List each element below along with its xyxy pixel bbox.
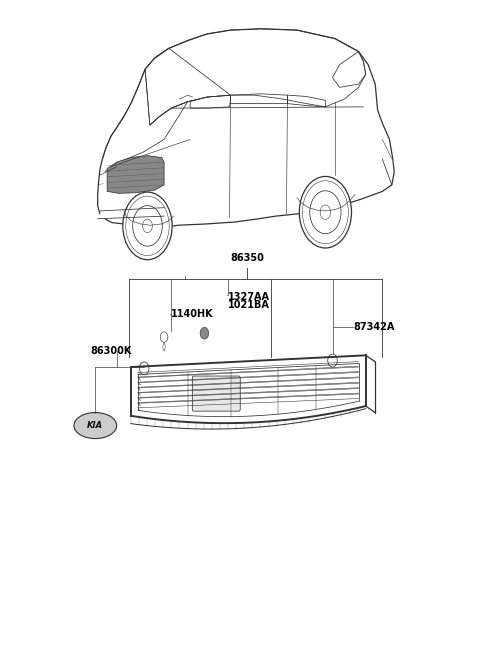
Text: 1021BA: 1021BA xyxy=(228,300,270,310)
Circle shape xyxy=(123,192,172,260)
Text: 1327AA: 1327AA xyxy=(228,292,270,302)
Circle shape xyxy=(160,332,168,342)
Circle shape xyxy=(132,205,162,246)
Circle shape xyxy=(300,176,351,248)
Circle shape xyxy=(328,354,337,367)
Ellipse shape xyxy=(74,413,117,439)
Circle shape xyxy=(200,327,209,339)
Text: KIA: KIA xyxy=(87,421,103,430)
Text: 87342A: 87342A xyxy=(354,321,395,332)
Text: 86300K: 86300K xyxy=(91,346,132,356)
Text: 1140HK: 1140HK xyxy=(171,310,214,319)
Circle shape xyxy=(310,191,341,234)
Polygon shape xyxy=(107,155,164,194)
Text: 86350: 86350 xyxy=(230,253,264,263)
Circle shape xyxy=(139,362,149,375)
FancyBboxPatch shape xyxy=(192,376,240,411)
